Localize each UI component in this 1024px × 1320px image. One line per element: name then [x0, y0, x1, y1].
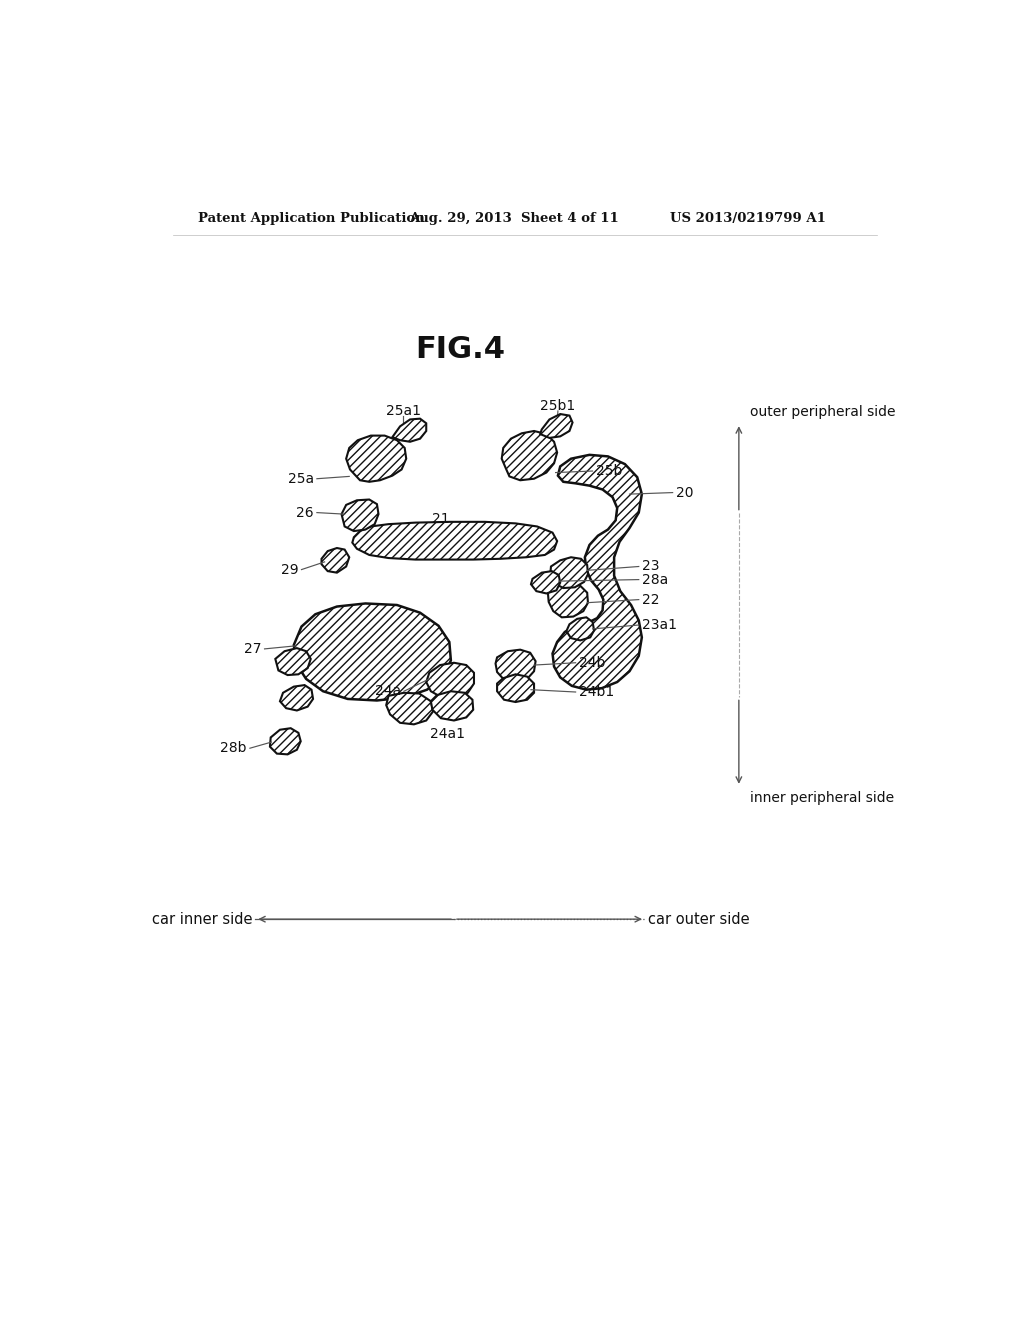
Text: 26: 26: [296, 506, 313, 520]
Polygon shape: [352, 521, 557, 560]
Text: 25b: 25b: [596, 465, 622, 478]
Text: 25a: 25a: [288, 471, 313, 486]
Polygon shape: [531, 572, 560, 594]
Polygon shape: [392, 418, 426, 442]
Polygon shape: [553, 455, 642, 689]
Text: 27: 27: [244, 642, 261, 656]
Text: 21: 21: [432, 512, 450, 525]
Text: 24b1: 24b1: [579, 685, 614, 700]
Text: 28b: 28b: [220, 742, 247, 755]
Text: 23: 23: [642, 560, 659, 573]
Text: 24a1: 24a1: [430, 727, 465, 742]
Text: 29: 29: [281, 562, 298, 577]
Text: 20: 20: [676, 486, 693, 499]
Text: 23a1: 23a1: [642, 618, 677, 632]
Text: car outer side: car outer side: [648, 912, 750, 927]
Polygon shape: [294, 603, 451, 701]
Text: FIG.4: FIG.4: [416, 335, 506, 364]
Text: car inner side: car inner side: [152, 912, 252, 927]
Polygon shape: [548, 583, 588, 618]
Polygon shape: [566, 618, 594, 640]
Text: inner peripheral side: inner peripheral side: [750, 792, 894, 805]
Polygon shape: [497, 675, 535, 702]
Text: 25b1: 25b1: [541, 399, 575, 413]
Text: US 2013/0219799 A1: US 2013/0219799 A1: [670, 213, 825, 224]
Text: 22: 22: [642, 593, 659, 607]
Text: 24a: 24a: [375, 684, 400, 698]
Polygon shape: [342, 499, 379, 531]
Polygon shape: [541, 414, 572, 438]
Polygon shape: [322, 548, 349, 573]
Polygon shape: [496, 649, 536, 682]
Text: Aug. 29, 2013  Sheet 4 of 11: Aug. 29, 2013 Sheet 4 of 11: [410, 213, 620, 224]
Polygon shape: [550, 557, 588, 589]
Polygon shape: [431, 692, 473, 721]
Polygon shape: [346, 436, 407, 482]
Text: 25a1: 25a1: [386, 404, 421, 418]
Polygon shape: [275, 648, 310, 675]
Text: Patent Application Publication: Patent Application Publication: [199, 213, 425, 224]
Polygon shape: [386, 693, 433, 725]
Polygon shape: [502, 430, 557, 480]
Text: 24b: 24b: [579, 656, 605, 669]
Polygon shape: [270, 729, 301, 755]
Polygon shape: [426, 663, 474, 697]
Text: outer peripheral side: outer peripheral side: [750, 405, 895, 418]
Polygon shape: [280, 685, 313, 710]
Text: 28a: 28a: [642, 573, 668, 586]
